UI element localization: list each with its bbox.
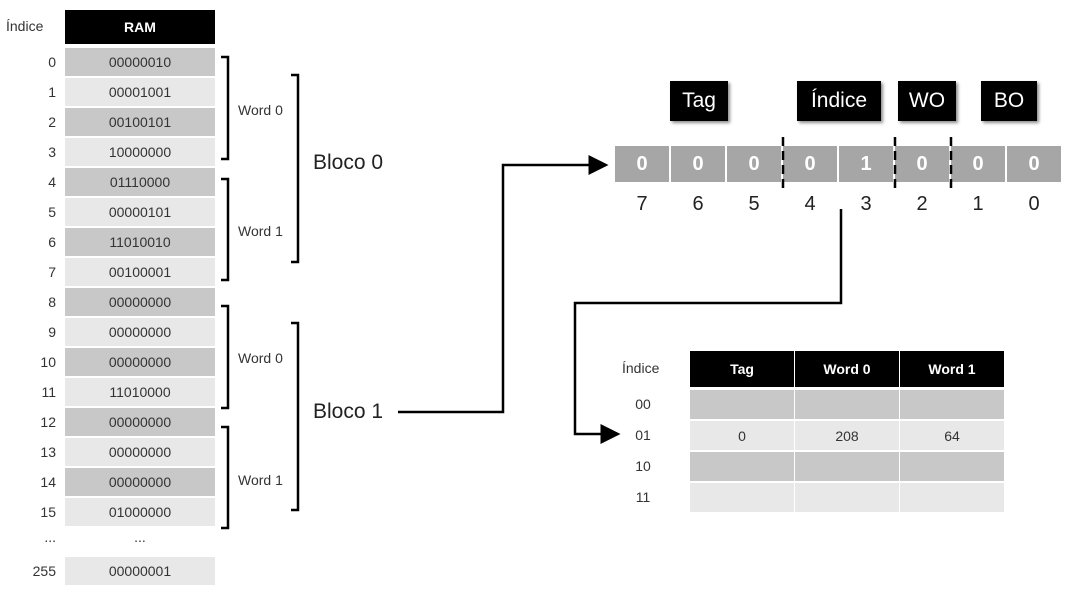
cache-header-word0: Word 0 [795,351,899,387]
ram-index: 12 [40,414,56,430]
block-to-address-arrow [398,155,609,414]
block-bracket [291,73,300,264]
address-bit: 0 [1007,146,1061,182]
ram-cell: 01110000 [65,168,215,196]
block-label: Bloco 0 [313,151,384,174]
bit-position: 3 [860,193,872,215]
cache-cell-word0 [795,390,899,419]
block-bracket [291,321,300,512]
ram-index: 9 [48,324,56,340]
bit-position: 0 [1028,193,1040,215]
ram-index: 10 [40,354,56,370]
ram-cell: 01000000 [65,498,215,526]
index-field-box: Índice [797,81,881,121]
bit-position: 1 [972,193,984,215]
ram-index: 2 [48,114,56,130]
cache-row-index: 11 [635,489,651,505]
address-bit: 0 [727,146,781,182]
block-label: Bloco 1 [313,400,384,423]
word-label: Word 1 [238,472,283,488]
cache-cell-tag [690,452,794,481]
ram-cell: 00000010 [65,48,215,76]
ram-cell: 00100001 [65,258,215,286]
bit-position: 2 [916,193,928,215]
tag-field-box: Tag [670,81,728,121]
ram-cell: 11010000 [65,378,215,406]
address-bit: 0 [615,146,669,182]
ram-cell: 00000101 [65,198,215,226]
cache-row-index: 01 [635,427,651,443]
ram-cell: 00000000 [65,348,215,376]
ram-index: 0 [48,54,56,70]
ram-index: 15 [40,504,56,520]
address-bit: 0 [895,146,949,182]
word-bracket [221,55,230,161]
ram-cell: 10000000 [65,138,215,166]
cache-cell-word0 [795,452,899,481]
cache-cell-word1 [900,390,1004,419]
cache-header-tag: Tag [690,351,794,387]
address-bit: 1 [839,146,893,182]
address-bit: 0 [951,146,1005,182]
ram-ellipsis-index: ... [44,529,56,545]
bit-position: 6 [692,193,704,215]
ram-cell: 00001001 [65,78,215,106]
ram-index: 5 [48,204,56,220]
ram-index: 11 [41,384,56,400]
cache-row-index: 10 [635,458,651,474]
ram-index: 13 [40,444,56,460]
cache-cell-tag [690,483,794,512]
ram-header: RAM [65,10,215,44]
ram-cell: 00000000 [65,408,215,436]
word-label: Word 0 [238,350,283,366]
bit-position: 4 [804,193,816,215]
cache-cell-word0: 208 [795,421,899,450]
word-bracket [221,304,230,410]
cache-cell-word1 [900,452,1004,481]
word-label: Word 0 [238,102,283,118]
address-bit: 0 [783,146,837,182]
bit-position: 5 [748,193,760,215]
index-to-cache-arrow [573,209,843,444]
bit-position: 7 [636,193,648,215]
ram-cell: 00000001 [65,557,215,585]
cache-index-header: Índice [622,360,660,376]
cache-header-word1: Word 1 [900,351,1004,387]
cache-cell-tag [690,390,794,419]
byte-offset-field-box: BO [981,81,1037,121]
ram-index: 1 [48,84,56,100]
word-bracket [221,177,230,282]
ram-index: 8 [48,294,56,310]
ram-cell: 00000000 [65,438,215,466]
word-offset-field-box: WO [898,81,956,121]
ram-index: 3 [48,144,56,160]
ram-index: 7 [48,264,56,280]
ram-cell: 00000000 [65,288,215,316]
address-bit: 0 [671,146,725,182]
word-bracket [221,425,230,530]
ram-index: 6 [48,234,56,250]
cache-cell-tag: 0 [690,421,794,450]
ram-cell: 00100101 [65,108,215,136]
cache-cell-word0 [795,483,899,512]
cache-cell-word1 [900,483,1004,512]
ram-index: 14 [40,474,56,490]
cache-cell-word1: 64 [900,421,1004,450]
ram-cell: 00000000 [65,468,215,496]
ram-ellipsis-value: ... [134,529,146,545]
cache-row-index: 00 [635,396,651,412]
ram-index: 255 [32,563,56,579]
ram-index-header: Índice [6,18,44,34]
ram-cell: 11010010 [65,228,215,256]
ram-index: 4 [48,174,56,190]
ram-cell: 00000000 [65,318,215,346]
word-label: Word 1 [238,223,283,239]
